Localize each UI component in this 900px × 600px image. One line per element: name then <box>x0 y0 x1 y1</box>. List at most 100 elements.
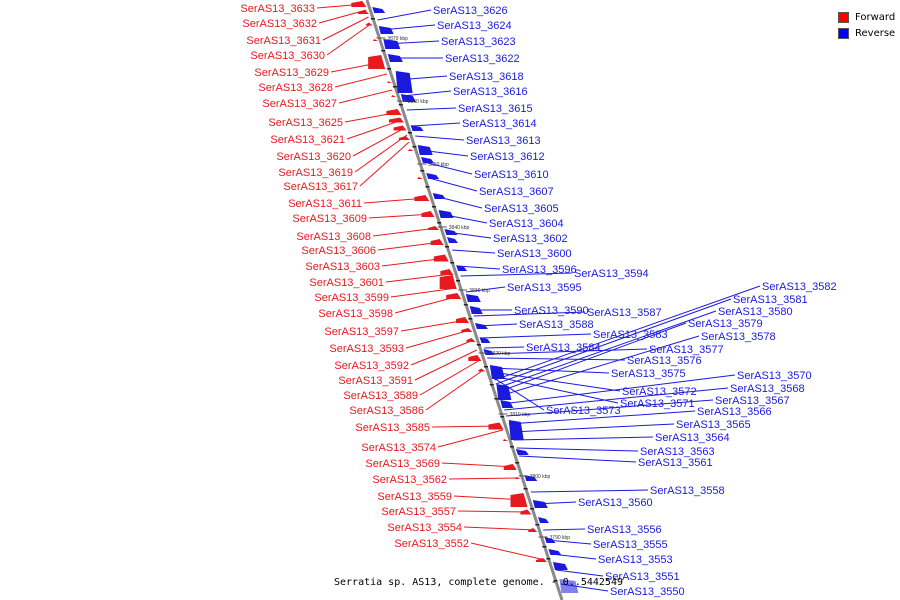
forward-connector <box>448 477 519 480</box>
feature-mark <box>500 416 505 418</box>
forward-connector <box>326 23 372 56</box>
feature-mark <box>444 246 449 248</box>
reverse-gene-label: SerAS13_3555 <box>593 539 668 551</box>
reverse-connector <box>546 539 592 545</box>
forward-gene <box>365 22 373 26</box>
feature-mark <box>494 398 499 400</box>
reverse-gene-label: SerAS13_3564 <box>655 432 730 444</box>
reverse-swatch <box>838 27 849 39</box>
forward-gene-label: SerAS13_3589 <box>343 390 418 402</box>
reverse-gene-label: SerAS13_3579 <box>688 318 763 330</box>
forward-gene <box>393 125 407 131</box>
forward-connector <box>405 329 471 349</box>
forward-gene <box>421 211 435 217</box>
reverse-connector <box>487 357 626 361</box>
reverse-connector <box>406 107 457 111</box>
reverse-gene-label: SerAS13_3578 <box>701 331 776 343</box>
reverse-connector <box>498 322 687 393</box>
reverse-gene <box>417 145 433 155</box>
reverse-connector <box>484 346 525 349</box>
reverse-gene-label: SerAS13_3565 <box>676 419 751 431</box>
reverse-connector <box>490 367 610 374</box>
forward-gene-label: SerAS13_3574 <box>361 442 436 454</box>
forward-gene <box>528 528 538 532</box>
reverse-gene-label: SerAS13_3605 <box>484 203 559 215</box>
forward-connector <box>352 127 405 157</box>
forward-gene-label: SerAS13_3631 <box>246 35 321 47</box>
reverse-gene-label: SerAS13_3563 <box>640 446 715 458</box>
forward-connector <box>463 526 536 531</box>
reverse-gene <box>552 562 568 570</box>
forward-gene-label: SerAS13_3609 <box>292 213 367 225</box>
forward-gene <box>536 558 547 562</box>
forward-gene-label: SerAS13_3586 <box>349 405 424 417</box>
reverse-gene-label: SerAS13_3566 <box>697 406 772 418</box>
reverse-gene-label: SerAS13_3607 <box>479 186 554 198</box>
reverse-gene-label: SerAS13_3567 <box>715 395 790 407</box>
forward-gene <box>351 1 367 7</box>
reverse-gene-label: SerAS13_3595 <box>507 282 582 294</box>
forward-gene-label: SerAS13_3606 <box>301 245 376 257</box>
forward-connector <box>322 16 369 41</box>
forward-gene-label: SerAS13_3559 <box>377 491 452 503</box>
forward-gene-label: SerAS13_3599 <box>314 292 389 304</box>
reverse-gene <box>479 337 491 343</box>
reverse-connector <box>530 489 649 493</box>
reverse-gene-label: SerAS13_3612 <box>470 151 545 163</box>
reverse-gene <box>489 365 505 379</box>
forward-connector <box>372 227 438 237</box>
forward-gene <box>433 254 449 262</box>
reverse-gene-label: SerAS13_3600 <box>497 248 572 260</box>
tick-label: 3810 kbp <box>510 412 531 418</box>
reverse-connector <box>519 455 637 463</box>
reverse-connector <box>513 436 654 441</box>
forward-gene <box>503 464 517 470</box>
reverse-gene <box>538 517 549 523</box>
forward-gene-label: SerAS13_3621 <box>270 134 345 146</box>
reverse-gene <box>410 125 424 131</box>
reverse-gene-label: SerAS13_3615 <box>458 103 533 115</box>
feature-mark <box>509 446 514 448</box>
forward-gene-label: SerAS13_3617 <box>283 181 358 193</box>
forward-gene <box>373 39 378 41</box>
feature-mark <box>370 18 375 20</box>
feature-mark <box>535 524 540 526</box>
forward-gene <box>456 317 469 323</box>
reverse-gene-label: SerAS13_3616 <box>453 86 528 98</box>
tick-label: 3790 kbp <box>550 535 571 541</box>
legend: Forward Reverse <box>838 9 895 41</box>
reverse-gene-label: SerAS13_3614 <box>462 118 537 130</box>
tick-label: 3860 kbp <box>408 99 429 105</box>
reverse-gene <box>496 384 512 400</box>
reverse-connector <box>465 286 506 293</box>
forward-connector <box>338 89 393 104</box>
forward-gene-label: SerAS13_3625 <box>268 117 343 129</box>
forward-gene-label: SerAS13_3591 <box>338 375 413 387</box>
reverse-gene <box>532 500 548 508</box>
reverse-gene-label: SerAS13_3568 <box>730 383 805 395</box>
legend-forward: Forward <box>838 9 895 25</box>
forward-gene <box>407 149 414 151</box>
genome-caption: Serratia sp. AS13, complete genome. - 0.… <box>334 577 623 588</box>
reverse-gene-label: SerAS13_3570 <box>737 370 812 382</box>
forward-connector <box>419 359 481 396</box>
reverse-gene-label: SerAS13_3590 <box>514 305 589 317</box>
forward-gene-label: SerAS13_3629 <box>254 67 329 79</box>
forward-gene-label: SerAS13_3619 <box>278 167 353 179</box>
reverse-gene-label: SerAS13_3577 <box>649 344 724 356</box>
forward-swatch <box>838 11 849 23</box>
reverse-gene-label: SerAS13_3626 <box>433 5 508 17</box>
feature-mark <box>523 488 528 490</box>
reverse-gene <box>383 39 401 49</box>
forward-connector <box>346 119 403 140</box>
feature-mark <box>463 304 468 306</box>
forward-gene-label: SerAS13_3569 <box>365 458 440 470</box>
forward-gene <box>466 338 476 342</box>
reverse-gene-label: SerAS13_3604 <box>489 218 564 230</box>
reverse-gene <box>372 7 386 13</box>
forward-gene-label: SerAS13_3557 <box>381 506 456 518</box>
forward-gene <box>428 226 440 230</box>
reverse-gene-label: SerAS13_3602 <box>493 233 568 245</box>
feature-mark <box>420 170 425 172</box>
